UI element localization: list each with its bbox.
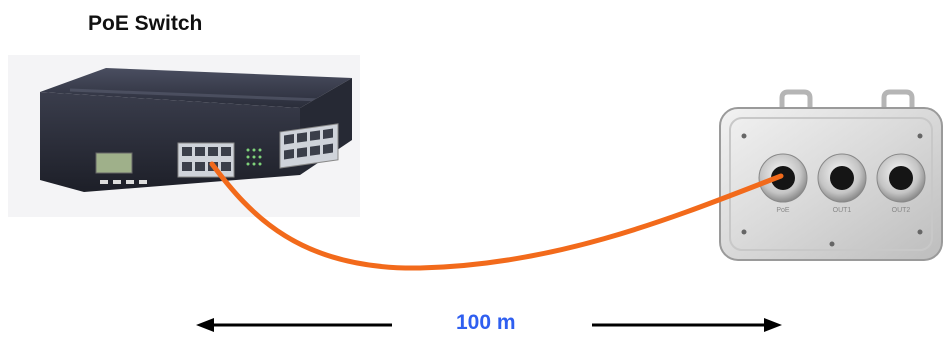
ethernet-cable	[209, 161, 784, 271]
switch-title: PoE Switch	[88, 12, 203, 35]
distance-label: 100 m	[456, 311, 516, 334]
distance-arrow-left	[196, 318, 392, 332]
enclosure-port-label-out1: OUT1	[833, 207, 852, 214]
distance-arrow-right	[592, 318, 782, 332]
outdoor-enclosure-icon: PoE OUT1 OUT2	[719, 89, 943, 261]
enclosure-port-label-out2: OUT2	[892, 207, 911, 214]
enclosure-port-label-poe: PoE	[776, 207, 790, 214]
poe-switch-icon	[8, 55, 360, 217]
